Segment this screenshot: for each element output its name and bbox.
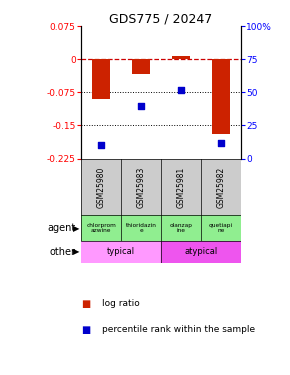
Bar [161, 241, 241, 262]
Point [179, 87, 183, 93]
Text: other: other [49, 247, 75, 257]
Bar [212, 59, 230, 134]
Text: quetiapi
ne: quetiapi ne [209, 223, 233, 234]
Text: log ratio: log ratio [102, 299, 139, 308]
Bar [121, 159, 161, 215]
Text: atypical: atypical [184, 248, 218, 256]
Bar [132, 59, 150, 74]
Bar [121, 215, 161, 241]
Bar [172, 56, 190, 59]
Text: GSM25981: GSM25981 [176, 166, 185, 207]
Bar [92, 59, 110, 99]
Text: percentile rank within the sample: percentile rank within the sample [102, 326, 255, 334]
Bar [161, 215, 201, 241]
Bar [201, 159, 241, 215]
Bar [81, 241, 161, 262]
Text: thioridazin
e: thioridazin e [126, 223, 156, 234]
Text: olanzap
ine: olanzap ine [169, 223, 192, 234]
Text: chlorprom
azwine: chlorprom azwine [86, 223, 116, 234]
Bar [81, 215, 121, 241]
Text: ■: ■ [81, 299, 90, 309]
Point [139, 103, 143, 109]
Bar [161, 159, 201, 215]
Title: GDS775 / 20247: GDS775 / 20247 [109, 12, 213, 25]
Text: ▶: ▶ [73, 248, 80, 256]
Point [99, 142, 104, 148]
Text: ▶: ▶ [73, 224, 80, 233]
Bar [81, 159, 121, 215]
Bar [201, 215, 241, 241]
Text: ■: ■ [81, 325, 90, 335]
Point [218, 140, 223, 146]
Text: agent: agent [47, 223, 75, 233]
Text: GSM25983: GSM25983 [137, 166, 146, 208]
Text: GSM25982: GSM25982 [216, 166, 225, 207]
Text: typical: typical [107, 248, 135, 256]
Text: GSM25980: GSM25980 [97, 166, 106, 208]
